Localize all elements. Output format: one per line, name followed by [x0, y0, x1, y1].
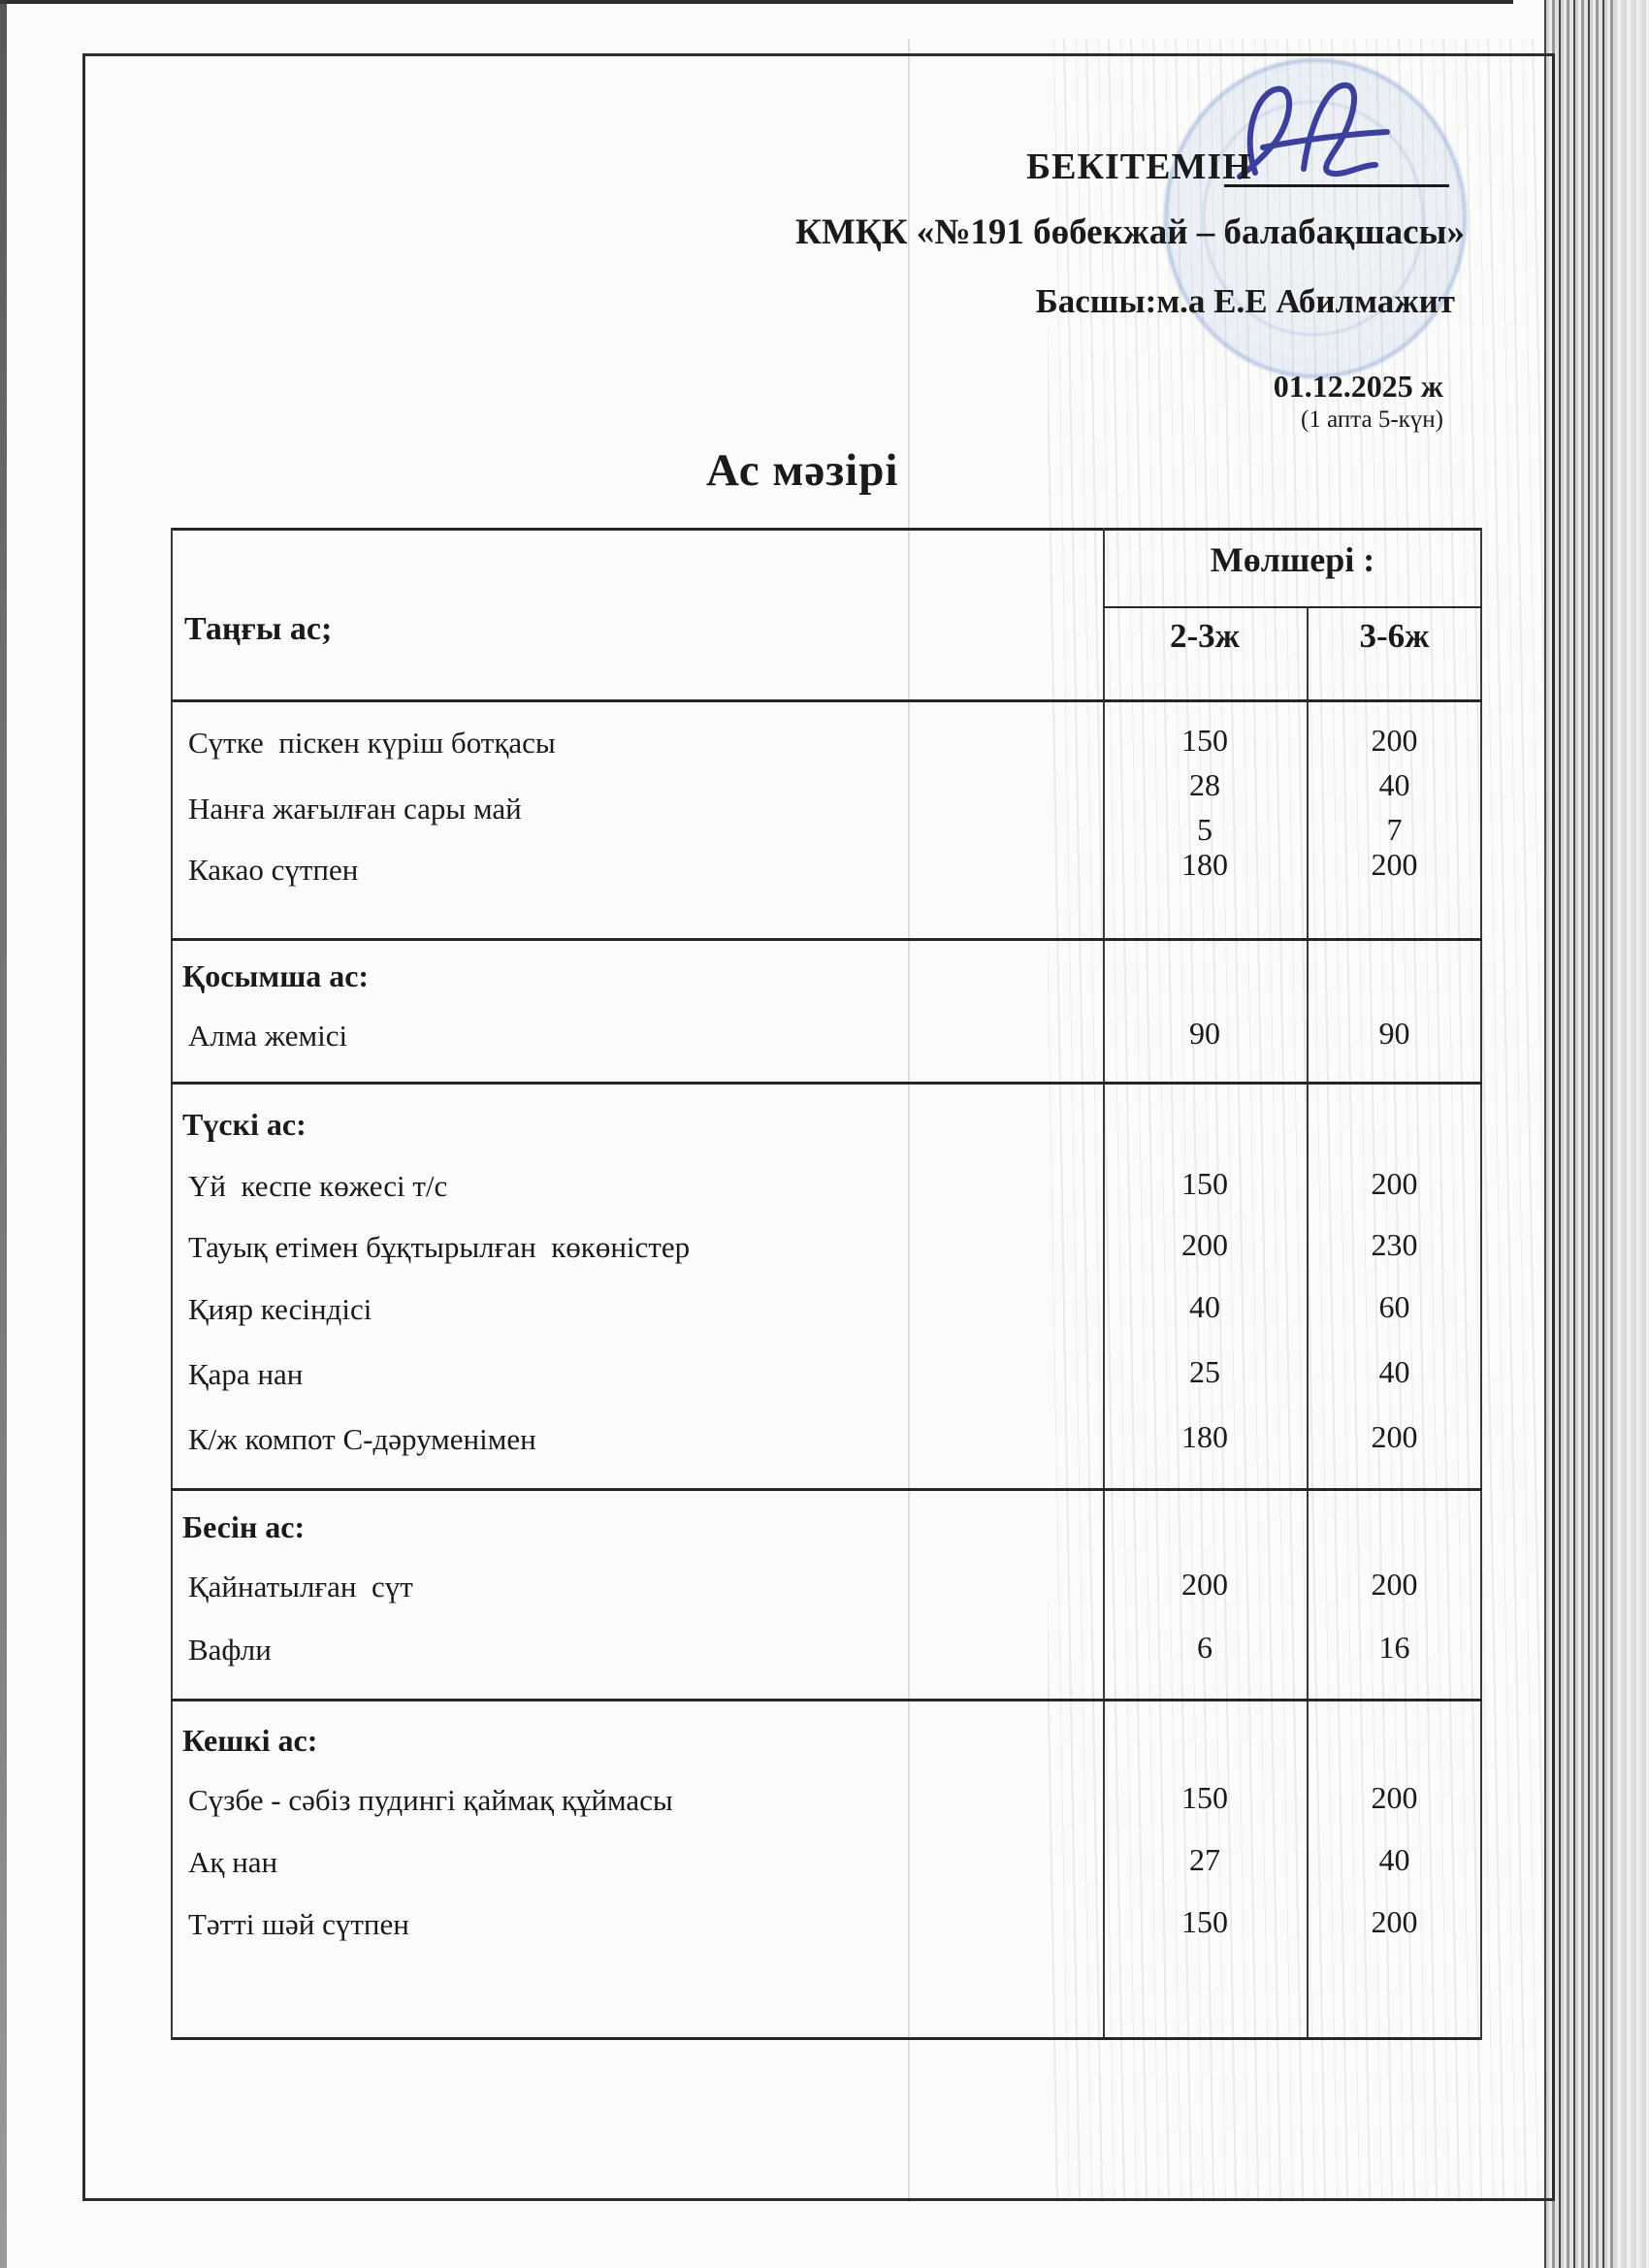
scan-artifact-page-noise	[1048, 39, 1547, 2202]
table-border-left	[171, 528, 173, 2040]
approve-label: БЕКІТЕМІН	[1026, 146, 1252, 187]
portion-value: 200	[1371, 847, 1418, 882]
table-section-divider-3	[171, 1082, 1482, 1085]
scan-artifact-top-edge	[0, 0, 1513, 4]
organization-line: КМҚК «№191 бөбекжай – балабақшасы»	[795, 212, 1465, 252]
scan-artifact-right-noise	[1544, 0, 1614, 2268]
week-day-line: (1 апта 5-күн)	[1301, 406, 1443, 433]
portion-value: 150	[1181, 1904, 1228, 1939]
official-stamp-inner-ring	[1203, 101, 1424, 336]
portion-value: 200	[1181, 1227, 1228, 1262]
section-label-dinner: Кешкі ас:	[182, 1723, 318, 1758]
portion-value: 28	[1189, 767, 1220, 802]
menu-item-name: Қияр кесіндісі	[188, 1292, 372, 1326]
portion-value: 40	[1378, 1842, 1410, 1877]
menu-item-name: Тәтті шәй сүтпен	[188, 1907, 409, 1941]
director-line: Басшы:м.а Е.Е Абилмажит	[1035, 282, 1455, 320]
menu-item-name: Сүтке піскен күріш ботқасы	[188, 726, 556, 760]
menu-item-name: Қайнатылған сүт	[188, 1570, 413, 1604]
portion-value: 200	[1371, 1780, 1418, 1815]
page-border-frame	[82, 53, 1555, 2201]
signature-line	[1224, 184, 1449, 187]
portion-value: 180	[1181, 1419, 1228, 1454]
col-header-2-3: 2-3ж	[1169, 617, 1241, 655]
table-divider-col2	[1307, 606, 1309, 2037]
menu-item-name: Ақ нан	[188, 1845, 278, 1879]
portion-value: 200	[1181, 1567, 1228, 1602]
portion-value: 90	[1378, 1016, 1410, 1051]
section-label-snack: Қосымша ас:	[182, 958, 370, 993]
portion-value: 60	[1378, 1289, 1410, 1324]
portion-value: 40	[1189, 1289, 1220, 1324]
section-label-breakfast: Таңғы ас;	[184, 611, 333, 647]
col-header-3-6: 3-6ж	[1359, 617, 1430, 655]
portion-value: 200	[1371, 1166, 1418, 1201]
table-section-divider-4	[171, 1488, 1482, 1491]
table-subheader-divider	[1103, 606, 1482, 608]
portion-value: 90	[1189, 1016, 1220, 1051]
portion-value: 150	[1181, 1166, 1228, 1201]
table-border-top	[171, 528, 1482, 531]
table-divider-col1	[1103, 528, 1105, 2037]
menu-title: Ас мәзірі	[706, 445, 899, 496]
portion-value: 180	[1181, 847, 1228, 882]
menu-item-name: К/ж компот С-дәруменімен	[188, 1422, 536, 1456]
menu-item-name: Сүзбе - сәбіз пудингі қаймақ құймасы	[188, 1783, 673, 1817]
table-border-bottom	[171, 2037, 1482, 2040]
menu-item-name: Алма жемісі	[188, 1019, 348, 1053]
portion-value: 200	[1371, 1904, 1418, 1939]
section-label-afternoon: Бесін ас:	[182, 1509, 306, 1544]
signature	[1237, 82, 1390, 179]
scan-artifact-right-noise-light	[1614, 0, 1649, 2268]
portion-value: 150	[1181, 1780, 1228, 1815]
scan-artifact-crease	[908, 39, 910, 2202]
table-section-divider-5	[171, 1699, 1482, 1701]
table-border-right	[1480, 528, 1482, 2040]
menu-item-name: Қара нан	[188, 1357, 304, 1391]
portion-value: 16	[1378, 1630, 1410, 1665]
col-group-header: Мөлшері :	[1210, 540, 1375, 579]
section-label-lunch: Түскі ас:	[182, 1107, 307, 1142]
portion-value: 7	[1386, 812, 1403, 847]
menu-item-name: Какао сүтпен	[188, 853, 359, 887]
portion-value: 25	[1189, 1354, 1220, 1389]
menu-item-name: Нанға жағылған сары май	[188, 792, 522, 826]
scan-artifact-left-edge	[0, 0, 7, 2268]
portion-value: 5	[1197, 812, 1212, 847]
portion-value: 40	[1378, 1354, 1410, 1389]
portion-value: 230	[1371, 1227, 1418, 1262]
portion-value: 27	[1189, 1842, 1220, 1877]
menu-item-name: Тауық етімен бұқтырылған көкөністер	[188, 1230, 691, 1264]
menu-item-name: Үй кеспе көжесі т/с	[188, 1169, 448, 1203]
portion-value: 40	[1378, 767, 1410, 802]
table-section-divider-1	[171, 699, 1482, 702]
portion-value: 6	[1197, 1630, 1212, 1665]
table-section-divider-2	[171, 938, 1482, 941]
portion-value: 150	[1181, 723, 1228, 758]
portion-value: 200	[1371, 1567, 1418, 1602]
menu-item-name: Вафли	[188, 1633, 272, 1667]
portion-value: 200	[1371, 723, 1418, 758]
date-line: 01.12.2025 ж	[1273, 369, 1443, 404]
portion-value: 200	[1371, 1419, 1418, 1454]
